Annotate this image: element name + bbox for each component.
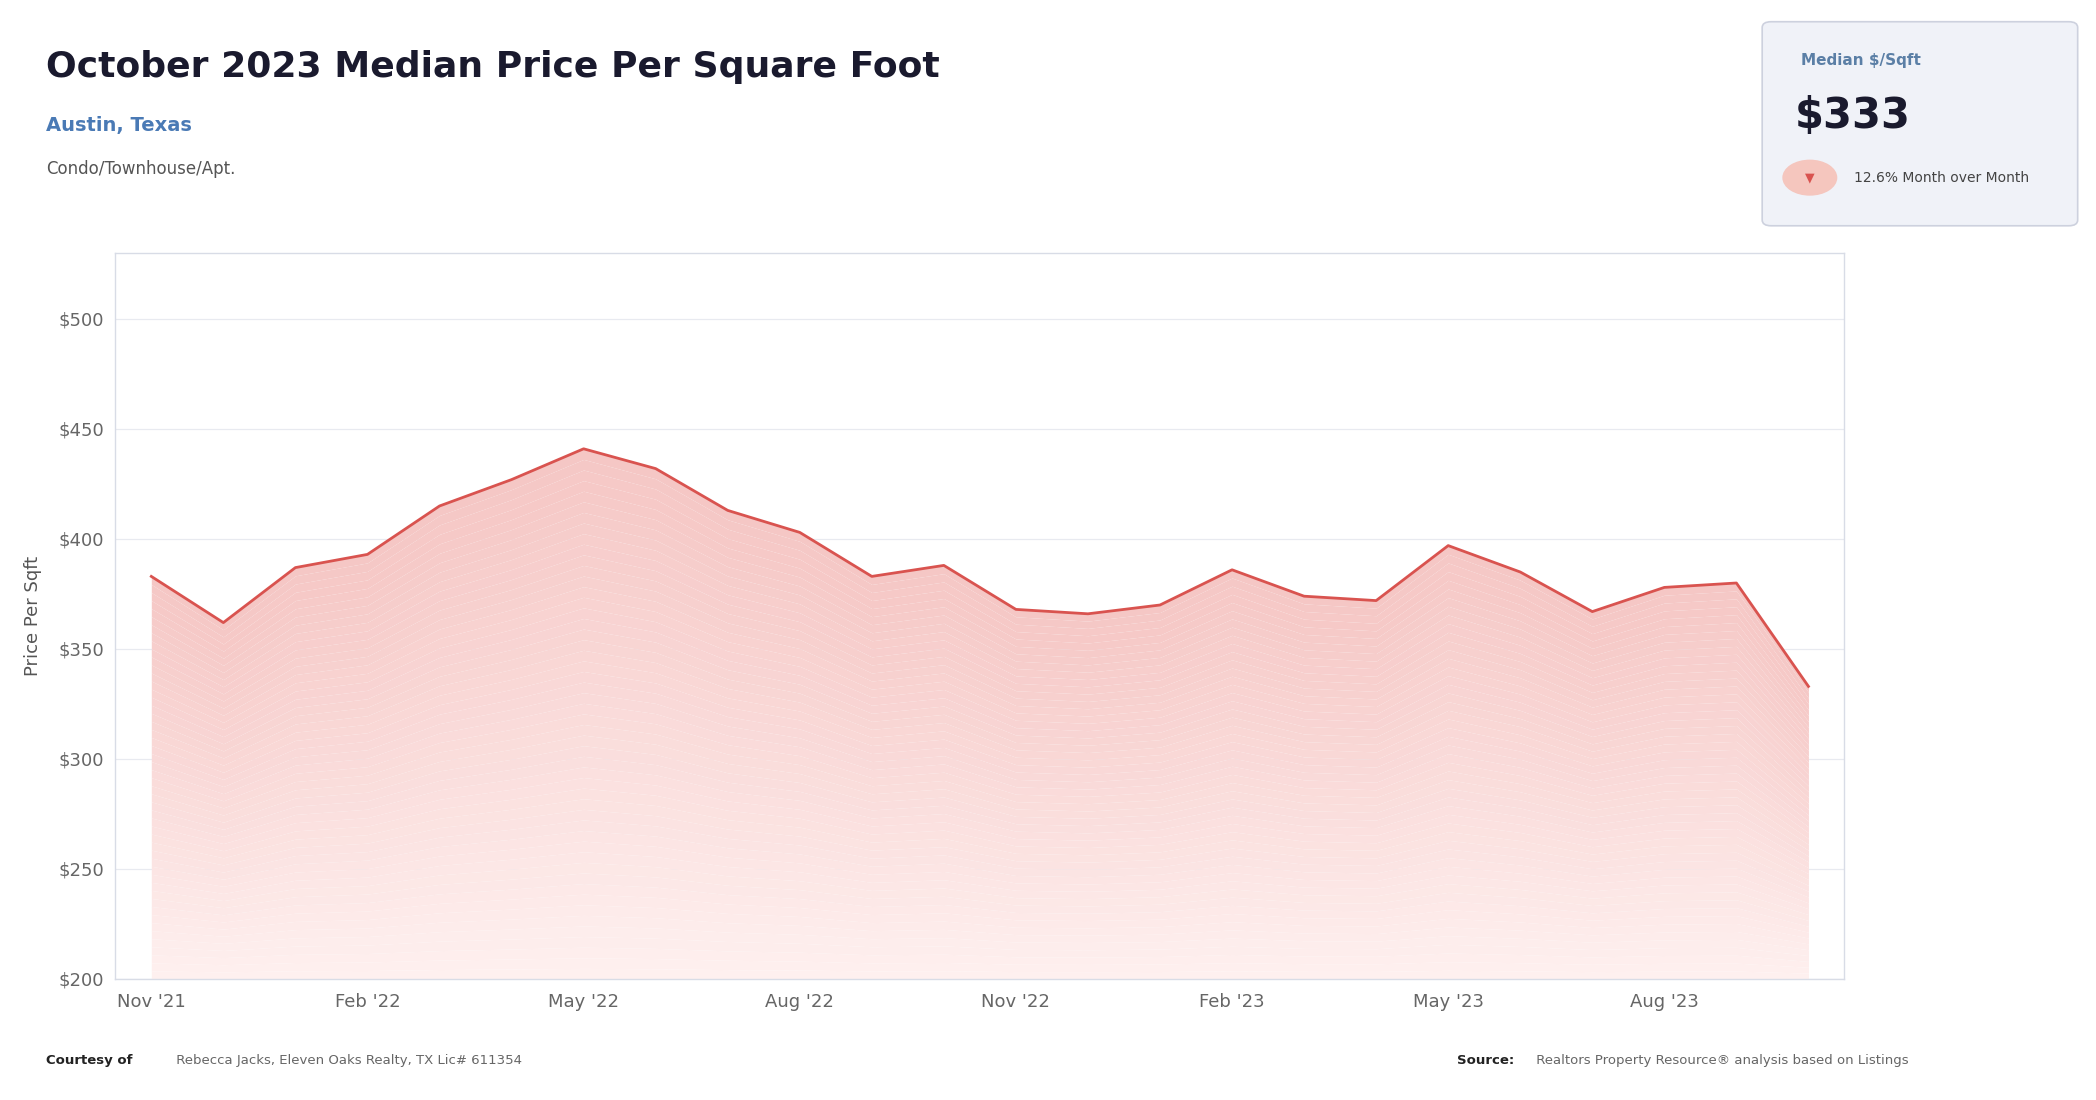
FancyBboxPatch shape <box>1763 22 2077 226</box>
Text: Median $/Sqft: Median $/Sqft <box>1800 53 1920 68</box>
Y-axis label: Price Per Sqft: Price Per Sqft <box>23 556 42 676</box>
Text: October 2023 Median Price Per Square Foot: October 2023 Median Price Per Square Foo… <box>46 50 939 84</box>
Text: Condo/Townhouse/Apt.: Condo/Townhouse/Apt. <box>46 160 235 177</box>
Circle shape <box>1784 161 1836 195</box>
Text: Austin, Texas: Austin, Texas <box>46 116 193 134</box>
Text: 12.6% Month over Month: 12.6% Month over Month <box>1855 170 2029 185</box>
Text: Realtors Property Resource® analysis based on Listings: Realtors Property Resource® analysis bas… <box>1532 1054 1909 1067</box>
Text: Rebecca Jacks, Eleven Oaks Realty, TX Lic# 611354: Rebecca Jacks, Eleven Oaks Realty, TX Li… <box>172 1054 522 1067</box>
Text: $333: $333 <box>1794 95 1912 138</box>
Text: ▼: ▼ <box>1805 172 1815 184</box>
Text: Source:: Source: <box>1457 1054 1513 1067</box>
Text: Courtesy of: Courtesy of <box>46 1054 132 1067</box>
